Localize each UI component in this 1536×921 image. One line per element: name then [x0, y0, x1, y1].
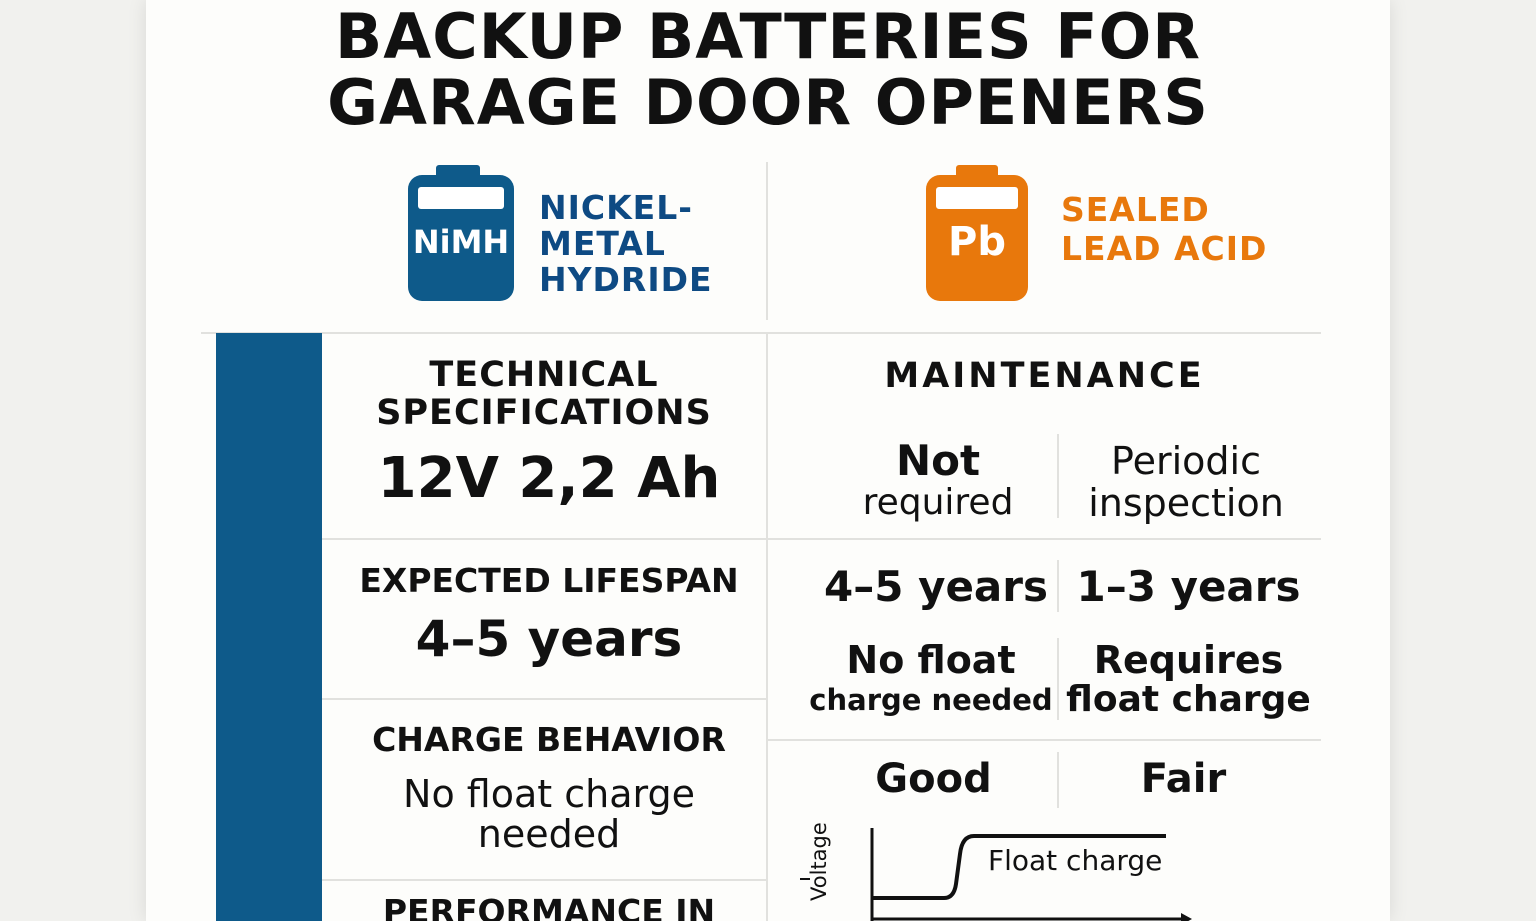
- maintenance-sla-line-2: inspection: [1088, 481, 1284, 525]
- charge-sla-line-2: float charge: [1066, 679, 1311, 720]
- technical-specs-value: 12V 2,2 Ah: [377, 446, 721, 511]
- performance-sla: Fair: [1140, 756, 1227, 802]
- float-charge-graph: Voltage Float charge: [796, 820, 1196, 921]
- technical-heading-line-2: SPECIFICATIONS: [376, 393, 712, 433]
- lifespan-sla: 1–3 years: [1076, 562, 1301, 611]
- maintenance-sla-line-1: Periodic: [1111, 439, 1261, 483]
- row-divider-3-left: [322, 879, 766, 881]
- charge-nimh-line-1: No float: [846, 638, 1016, 682]
- pb-icon-text: Pb: [948, 219, 1006, 265]
- lifespan-nimh: 4–5 years: [824, 562, 1048, 611]
- nimh-label: NICKEL- METAL HYDRIDE: [539, 190, 713, 298]
- performance-divider: [1057, 752, 1059, 808]
- sla-label-line-1: SEALED: [1061, 190, 1210, 229]
- charge-nimh-line-2: charge needed: [809, 683, 1053, 717]
- row-divider-2-left: [322, 698, 766, 700]
- maintenance-divider: [1057, 434, 1059, 518]
- nimh-icon-text: NiMH: [412, 223, 510, 261]
- lifespan-divider: [1057, 560, 1059, 612]
- infographic-card: BACKUP BATTERIES FOR GARAGE DOOR OPENERS…: [146, 0, 1390, 921]
- charge-value-line-1: No float charge: [403, 772, 695, 816]
- technical-specs-heading: TECHNICAL SPECIFICATIONS: [322, 356, 766, 432]
- lifespan-value-nimh: 4–5 years: [415, 610, 683, 668]
- nimh-label-line-2: METAL: [539, 224, 666, 263]
- sla-label-line-2: LEAD ACID: [1061, 229, 1268, 268]
- charge-value-line-2: needed: [477, 812, 621, 856]
- row-divider-2-right: [766, 739, 1321, 741]
- maintenance-sla: Periodic inspection: [1046, 440, 1326, 524]
- title-line-1: BACKUP BATTERIES FOR: [334, 0, 1202, 73]
- nimh-label-line-3: HYDRIDE: [539, 260, 713, 299]
- maintenance-heading: MAINTENANCE: [884, 356, 1205, 396]
- charge-nimh: No float charge needed: [786, 640, 1076, 720]
- title-line-2: GARAGE DOOR OPENERS: [327, 66, 1209, 139]
- charge-sla-line-1: Requires: [1093, 638, 1284, 682]
- performance-heading: PERFORMANCE IN: [382, 892, 716, 921]
- row-divider-1: [322, 538, 1321, 540]
- header-divider: [766, 162, 768, 320]
- table-top-line: [201, 332, 1321, 334]
- charge-behavior-value: No float charge needed: [322, 774, 776, 854]
- performance-nimh: Good: [875, 756, 992, 802]
- nimh-battery-icon: NiMH: [408, 165, 516, 302]
- sidebar-accent-bar: [216, 333, 322, 921]
- maintenance-nimh-line-1: Not: [895, 436, 981, 485]
- maintenance-nimh-line-2: required: [862, 482, 1014, 523]
- charge-divider: [1057, 638, 1059, 720]
- lifespan-heading: EXPECTED LIFESPAN: [359, 561, 739, 600]
- charge-behavior-heading: CHARGE BEHAVIOR: [372, 720, 726, 759]
- graph-y-axis-label: Voltage: [807, 822, 831, 901]
- maintenance-nimh: Not required: [798, 440, 1078, 524]
- graph-curve-label: Float charge: [988, 844, 1163, 877]
- pb-battery-icon: Pb: [926, 165, 1030, 302]
- nimh-label-line-1: NICKEL-: [539, 188, 693, 227]
- technical-heading-line-1: TECHNICAL: [429, 355, 659, 395]
- sla-label: SEALED LEAD ACID: [1061, 190, 1267, 268]
- table-center-divider: [766, 333, 768, 921]
- charge-sla: Requires float charge: [1046, 640, 1331, 720]
